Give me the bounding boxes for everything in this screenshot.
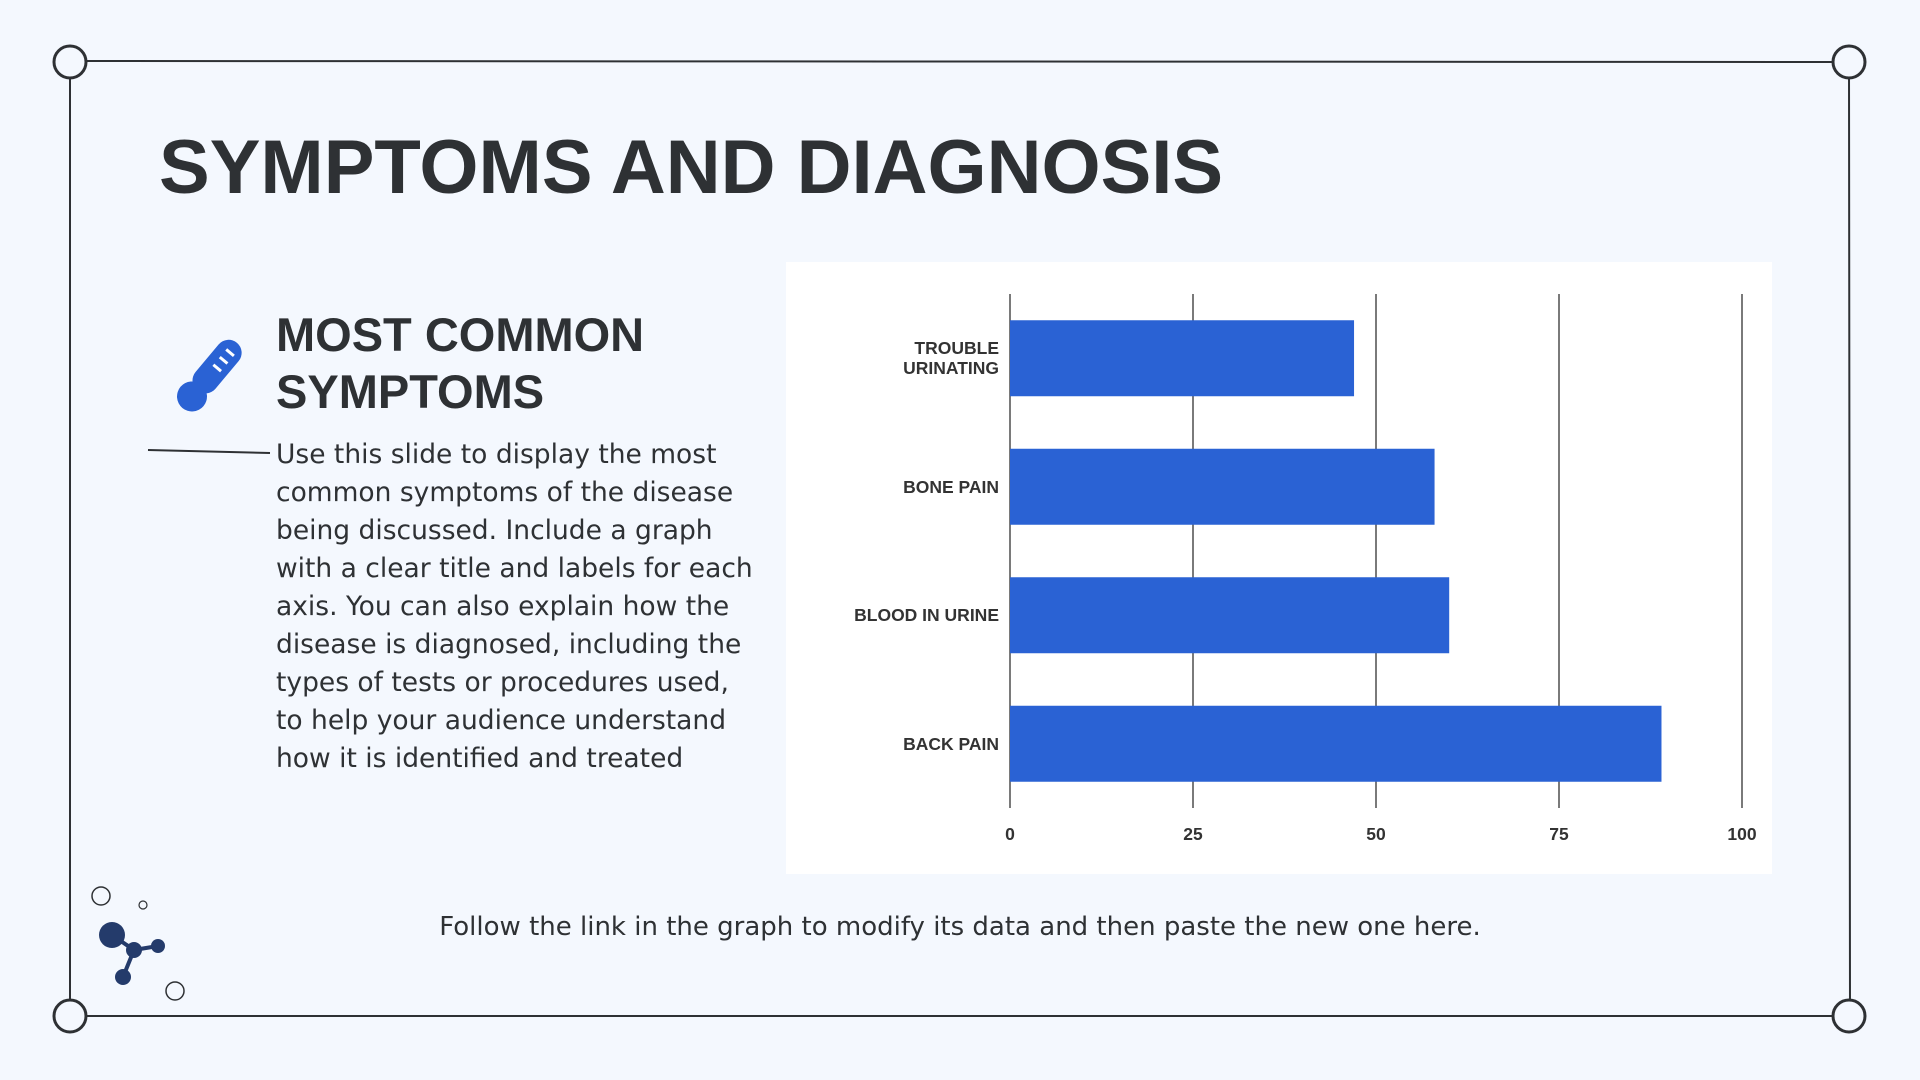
thermometer-icon xyxy=(177,339,242,412)
molecule xyxy=(91,886,185,1001)
divider xyxy=(147,449,271,454)
x-tick-label: 25 xyxy=(1183,824,1203,844)
corner xyxy=(1831,998,1867,1034)
corner xyxy=(52,998,88,1034)
x-tick-label: 75 xyxy=(1549,824,1569,844)
x-tick-label: 0 xyxy=(1005,824,1015,844)
footnote: Follow the link in the graph to modify i… xyxy=(439,912,1481,942)
bar xyxy=(1010,320,1355,397)
x-tick-label: 50 xyxy=(1366,824,1386,844)
body-text: Use this slide to display the most commo… xyxy=(276,439,753,774)
section-heading: MOST COMMON SYMPTOMS xyxy=(276,308,645,418)
y-tick-label: BLOOD IN URINE xyxy=(854,605,999,626)
corner xyxy=(1831,44,1867,80)
y-tick-label: BONE PAIN xyxy=(903,476,999,497)
slide-title: SYMPTOMS AND DIAGNOSIS xyxy=(159,125,1224,210)
bar xyxy=(1010,705,1662,782)
bar xyxy=(1010,448,1435,525)
y-tick-label: BACK PAIN xyxy=(903,733,999,754)
bar xyxy=(1010,577,1450,654)
corner xyxy=(52,44,88,80)
y-tick-label: TROUBLE URINATING xyxy=(903,338,999,379)
x-tick-label: 100 xyxy=(1727,824,1756,844)
